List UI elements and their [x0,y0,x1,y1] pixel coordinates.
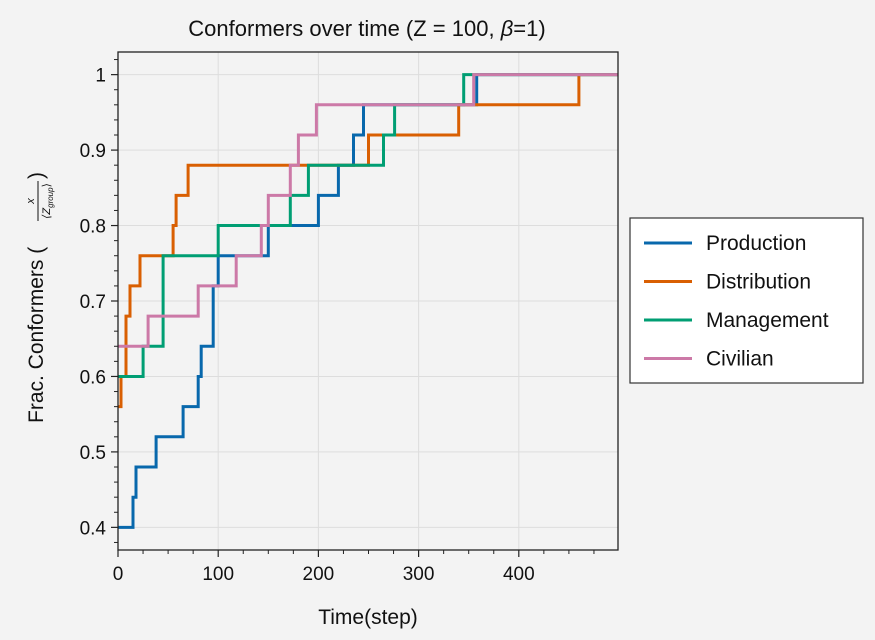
chart-title-end: =1) [513,16,545,41]
legend-label-production: Production [706,232,806,255]
series-line-civilian [118,73,618,348]
x-tick-label-0: 0 [113,564,124,585]
y-ticks: 0.4 0.5 0.6 0.7 0.8 0.9 1 [80,59,118,543]
gridlines [117,52,618,550]
y-axis-label: Frac. Conformers ( x ⟨Zgroup⟩ ) [25,172,55,423]
chart-title: Conformers over time (Z = 100, β=1) [188,16,545,41]
chart-title-text: Conformers over time (Z = 100, [188,16,500,41]
x-tick-label-2: 200 [303,564,335,585]
y-axis-label-denominator-z: ⟨Z [41,207,53,219]
y-axis-label-text: Frac. Conformers ( [25,247,48,423]
y-axis-label-close-paren: ) [25,172,48,179]
y-axis-label-denominator-close: ⟩ [41,183,53,187]
legend-label-distribution: Distribution [706,271,811,294]
y-axis-label-denominator-sub: group [46,187,55,208]
legend: Production Distribution Management Civilian [629,217,864,384]
y-tick-label-3: 0.7 [80,292,106,313]
legend-label-civilian: Civilian [706,348,774,371]
series-lines [118,73,618,529]
x-ticks: 0 100 200 300 400 [113,550,595,585]
chart-title-beta: β [500,16,514,41]
x-axis-label: Time(step) [318,606,418,629]
y-axis-label-numerator: x [25,198,37,205]
x-tick-label-4: 400 [503,564,535,585]
y-axis-label-denominator: ⟨Zgroup⟩ [41,183,55,219]
legend-label-management: Management [706,309,829,332]
legend-box [629,217,864,384]
y-axis-label-main: Frac. Conformers ( [25,247,48,423]
y-tick-label-1: 0.5 [80,443,106,464]
x-tick-label-3: 300 [403,564,435,585]
y-tick-label-6: 1 [95,66,106,87]
y-tick-label-0: 0.4 [80,518,107,539]
y-tick-label-4: 0.8 [80,217,106,238]
x-tick-label-1: 100 [202,564,234,585]
y-tick-label-5: 0.9 [80,141,106,162]
series-line-distribution [118,73,618,409]
y-tick-label-2: 0.6 [80,367,106,388]
